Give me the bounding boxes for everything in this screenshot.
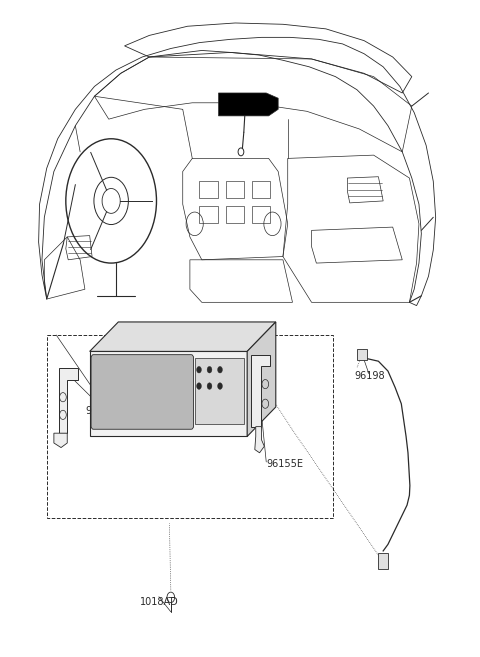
Polygon shape bbox=[90, 322, 276, 351]
Polygon shape bbox=[90, 351, 247, 436]
Circle shape bbox=[197, 383, 202, 390]
Bar bbox=[378, 553, 388, 569]
Polygon shape bbox=[218, 93, 278, 116]
Polygon shape bbox=[255, 426, 264, 453]
Text: 96198: 96198 bbox=[355, 371, 385, 381]
Polygon shape bbox=[54, 433, 67, 447]
Polygon shape bbox=[59, 368, 78, 433]
Bar bbox=[199, 181, 217, 198]
Circle shape bbox=[207, 383, 212, 390]
Text: 96155D: 96155D bbox=[95, 419, 133, 429]
Bar bbox=[226, 206, 244, 223]
Circle shape bbox=[197, 367, 202, 373]
Polygon shape bbox=[251, 355, 270, 426]
Circle shape bbox=[207, 367, 212, 373]
Bar bbox=[252, 206, 270, 223]
Bar bbox=[47, 335, 333, 518]
Polygon shape bbox=[247, 322, 276, 436]
Circle shape bbox=[217, 367, 222, 373]
Text: 1018AD: 1018AD bbox=[140, 597, 178, 606]
Bar bbox=[195, 358, 244, 424]
Bar bbox=[226, 181, 244, 198]
Bar bbox=[199, 206, 217, 223]
Bar bbox=[357, 350, 367, 360]
Text: 96155E: 96155E bbox=[266, 459, 303, 469]
Text: 96560F: 96560F bbox=[85, 406, 121, 416]
Circle shape bbox=[217, 383, 222, 390]
Bar bbox=[252, 181, 270, 198]
FancyBboxPatch shape bbox=[91, 355, 193, 429]
